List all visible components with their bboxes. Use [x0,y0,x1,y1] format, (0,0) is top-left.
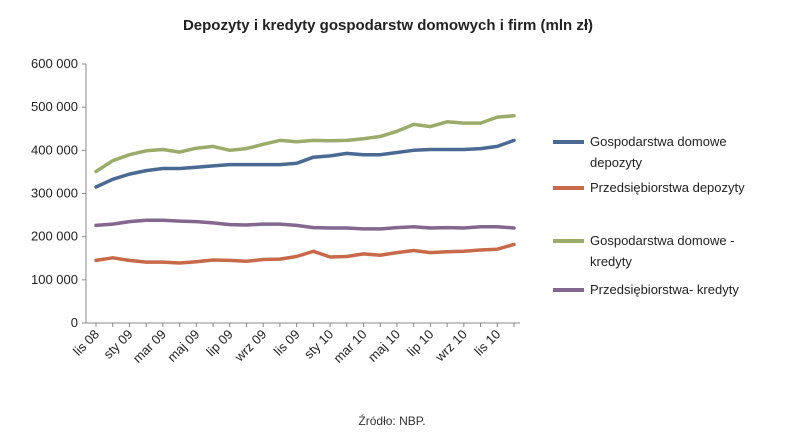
x-tick-label: lis 10 [471,327,503,359]
legend-label-1: Gospodarstwa domowe [590,134,727,149]
source-note: Źródło: NBP. [358,413,425,428]
legend-label-1: depozyty [590,155,643,170]
plot-area: 0 100 000 200 000 300 000 400 000 500 000 600 … [31,56,520,366]
x-tick-label: mar 09 [130,327,169,366]
x-tick-label: lis 09 [271,327,303,359]
legend-label-4: Przedsiębiorstwa- kredyty [590,282,739,297]
x-tick-label: mar 10 [330,327,369,366]
legend-label-3: kredyty [590,254,632,269]
x-tick-label: lis 08 [70,327,102,359]
x-tick-label: wrz 10 [432,327,470,365]
series-line-2 [94,242,516,265]
x-tick-label: maj 10 [365,327,403,365]
y-tick-label: 0 [71,315,78,330]
y-tick-label: 300 000 [31,186,78,201]
chart-title: Depozyty i kredyty gospodarstw domowych … [183,17,593,34]
series-line-3 [94,114,516,174]
y-tick-label: 200 000 [31,229,78,244]
series-line-1 [94,138,516,189]
series-lines [94,114,516,265]
legend-label-3: Gospodarstwa domowe - [590,233,735,248]
y-tick-label: 100 000 [31,272,78,287]
series-line-4 [94,218,516,231]
legend: Gospodarstwa domowe depozyty Przedsiębiors… [553,134,745,297]
y-tick-label: 600 000 [31,56,78,71]
y-tick-label: 500 000 [31,99,78,114]
x-tick-label: wrz 09 [231,327,269,365]
y-tick-label: 400 000 [31,142,78,157]
legend-label-2: Przedsiębiorstwa depozyty [590,180,745,195]
x-tick-label: maj 09 [164,327,202,365]
y-axis-ticks: 0 100 000 200 000 300 000 400 000 500 000 600 … [31,56,86,330]
